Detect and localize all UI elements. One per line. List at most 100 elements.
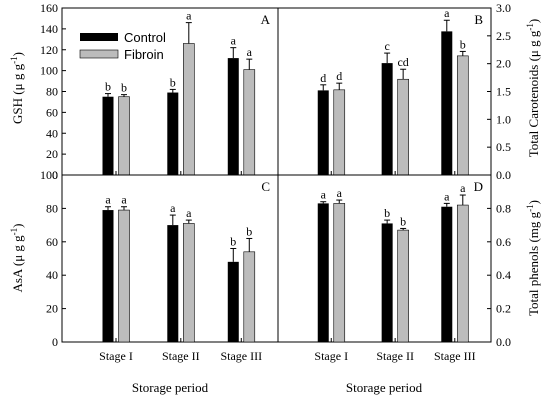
bar-fibroin-stage-ii <box>397 229 409 343</box>
y-tick-label: 0.0 <box>496 335 511 349</box>
bar-control-stage-ii <box>381 63 393 175</box>
bar-control-stage-ii <box>167 92 179 175</box>
bar-control-stage-i <box>102 96 114 175</box>
y-tick-label: 0.4 <box>496 268 511 282</box>
x-tick-label: Stage I <box>314 349 348 363</box>
y-tick-label: 3.0 <box>496 1 511 15</box>
significance-letter: a <box>444 6 450 20</box>
x-tick-label: Stage II <box>162 349 200 363</box>
bar-fibroin-stage-i <box>118 96 130 176</box>
y-tick-label: 20 <box>46 302 58 316</box>
significance-letter: b <box>400 214 406 228</box>
y-tick-label: 140 <box>40 22 58 36</box>
panel-letter-b: B <box>474 12 483 27</box>
bar-fibroin-stage-iii <box>456 204 469 343</box>
x-tick-label: Stage III <box>434 349 476 363</box>
y-axis-title-panel-d: Total phenols (mg g-1) <box>525 200 541 316</box>
axis-titles: GSH (μ g g-1) AsA (μ g g-1) Total Carote… <box>9 19 541 395</box>
x-axis-title-left: Storage period <box>132 380 209 395</box>
y-tick-label: 80 <box>46 85 58 99</box>
bar-control-stage-iii <box>227 58 239 175</box>
significance-letter: a <box>186 206 192 220</box>
y-axis-title-panel-a: GSH (μ g g-1) <box>9 52 25 124</box>
significance-letter: b <box>246 224 252 238</box>
bar-fibroin-stage-iii <box>456 55 469 176</box>
bar-control-stage-ii <box>381 223 393 342</box>
bar-fibroin-stage-iii <box>243 69 256 176</box>
legend-swatch-fibroin <box>79 49 119 59</box>
y-tick-label: 40 <box>46 126 58 140</box>
y-tick-label: 0.0 <box>496 168 511 182</box>
y-axis-title-panel-c: AsA (μ g g-1) <box>9 223 25 292</box>
legend: Control Fibroin <box>79 30 166 62</box>
bar-fibroin-stage-iii <box>243 251 256 343</box>
y-tick-label: 0.8 <box>496 201 511 215</box>
x-axis-title-right: Storage period <box>346 380 423 395</box>
y-tick-label: 60 <box>46 235 58 249</box>
bar-control-stage-iii <box>227 261 239 342</box>
bar-fibroin-stage-i <box>333 203 346 343</box>
y-tick-label: 0 <box>52 335 58 349</box>
legend-label-fibroin: Fibroin <box>124 47 164 62</box>
bar-fibroin-stage-i <box>333 89 346 176</box>
significance-letter: b <box>460 37 466 51</box>
significance-letter: b <box>105 80 111 94</box>
significance-letter: a <box>321 188 327 202</box>
bar-control-stage-iii <box>441 31 453 175</box>
y-tick-label: 100 <box>40 168 58 182</box>
significance-letter: c <box>384 39 389 53</box>
bar-fibroin-stage-ii <box>183 223 195 343</box>
significance-letter: a <box>105 193 111 207</box>
legend-swatch-control <box>80 33 118 41</box>
y-tick-label: 2.0 <box>496 57 511 71</box>
bar-control-stage-ii <box>167 225 179 342</box>
significance-letter: d <box>320 71 326 85</box>
x-tick-label: Stage I <box>99 349 133 363</box>
significance-letter: a <box>231 34 237 48</box>
significance-letter: d <box>336 69 342 83</box>
y-tick-label: 60 <box>46 105 58 119</box>
significance-letter: a <box>121 193 127 207</box>
panel-letter-c: C <box>261 179 270 194</box>
y-tick-label: 20 <box>46 147 58 161</box>
significance-letter: a <box>337 186 343 200</box>
y-tick-label: 1.0 <box>496 112 511 126</box>
y-tick-label: 80 <box>46 201 58 215</box>
panel-letter-a: A <box>261 12 271 27</box>
y-axis-title-panel-b: Total Carotenoids (μ g g-1) <box>525 19 541 158</box>
y-tick-label: 0 <box>52 168 58 182</box>
significance-letter: a <box>247 45 253 59</box>
bar-control-stage-i <box>102 210 114 342</box>
y-tick-label: 0.5 <box>496 140 511 154</box>
y-tick-label: 0.6 <box>496 235 511 249</box>
bar-fibroin-stage-ii <box>397 78 409 176</box>
significance-letter: a <box>170 201 176 215</box>
y-tick-label: 160 <box>40 1 58 15</box>
bar-fibroin-stage-ii <box>183 43 195 176</box>
panel-b: 0.0 0.5 1.0 1.5 2.0 2.5 3.0 d d ccd a bB <box>277 1 511 182</box>
x-tick-label: Stage III <box>220 349 262 363</box>
bar-control-stage-iii <box>441 206 453 342</box>
significance-letter: a <box>444 189 450 203</box>
bar-control-stage-i <box>317 203 329 342</box>
significance-letter: b <box>121 81 127 95</box>
x-tick-label: Stage II <box>376 349 414 363</box>
significance-letter: a <box>186 9 192 23</box>
significance-letter: cd <box>397 55 408 69</box>
significance-letter: b <box>170 75 176 89</box>
bar-control-stage-i <box>317 90 329 175</box>
y-tick-label: 2.5 <box>496 29 511 43</box>
significance-letter: b <box>384 206 390 220</box>
significance-letter: b <box>230 234 236 248</box>
y-tick-label: 100 <box>40 64 58 78</box>
bar-fibroin-stage-i <box>118 209 130 343</box>
legend-label-control: Control <box>124 30 166 45</box>
y-tick-label: 1.5 <box>496 85 511 99</box>
panel-letter-d: D <box>474 179 483 194</box>
significance-letter: a <box>460 181 466 195</box>
